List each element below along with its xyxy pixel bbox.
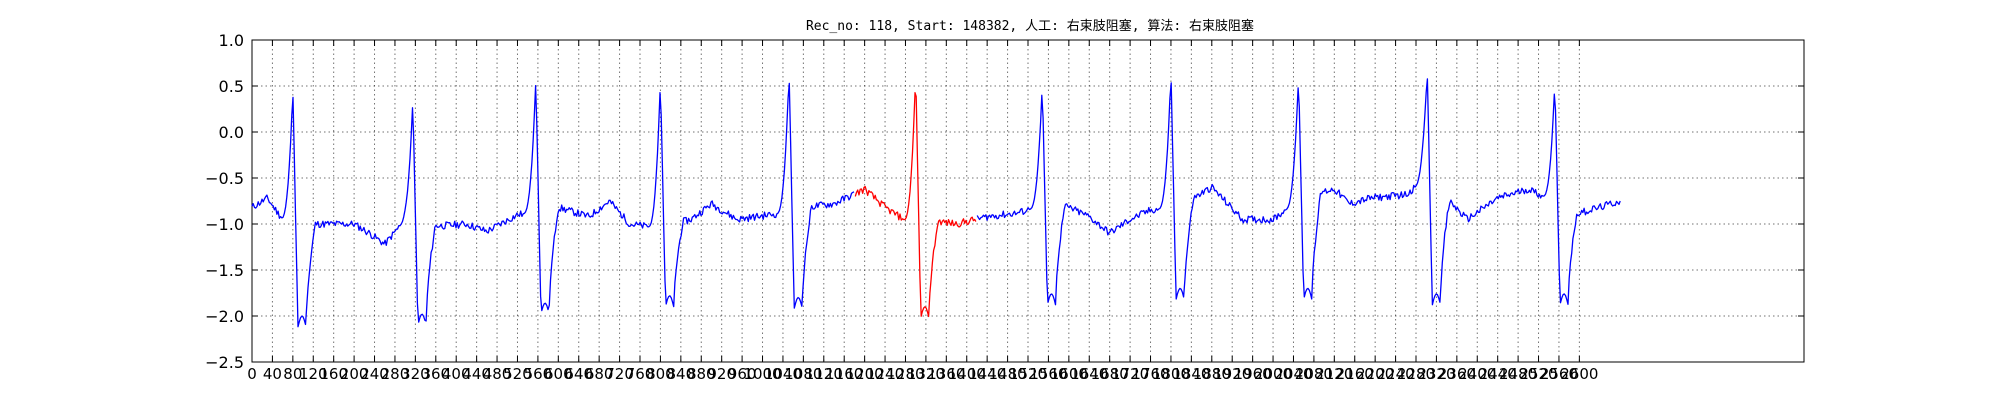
x-tick-label: 1760 bbox=[1131, 365, 1169, 383]
x-tick-label: 1920 bbox=[1213, 365, 1251, 383]
x-tick-label: 1680 bbox=[1091, 365, 1129, 383]
y-tick-label: −2.5 bbox=[205, 353, 244, 372]
x-tick-label: 2400 bbox=[1458, 365, 1496, 383]
x-tick-label: 1560 bbox=[1029, 365, 1067, 383]
x-tick-label: 1720 bbox=[1111, 365, 1149, 383]
x-tick-label: 960 bbox=[728, 365, 757, 383]
x-tick-label: 80 bbox=[283, 365, 302, 383]
x-tick-label: 200 bbox=[340, 365, 369, 383]
y-tick-label: −0.5 bbox=[205, 169, 244, 188]
x-tick-label: 2240 bbox=[1376, 365, 1414, 383]
x-tick-label: 320 bbox=[401, 365, 430, 383]
x-tick-label: 1960 bbox=[1234, 365, 1272, 383]
x-tick-label: 1040 bbox=[764, 365, 802, 383]
x-tick-label: 1240 bbox=[866, 365, 904, 383]
x-tick-label: 2560 bbox=[1540, 365, 1578, 383]
x-tick-label: 2360 bbox=[1438, 365, 1476, 383]
x-tick-label: 640 bbox=[564, 365, 593, 383]
x-tick-label: 560 bbox=[524, 365, 553, 383]
x-tick-label: 840 bbox=[667, 365, 696, 383]
x-tick-label: 40 bbox=[263, 365, 282, 383]
x-tick-label: 1280 bbox=[886, 365, 924, 383]
x-tick-label: 160 bbox=[319, 365, 348, 383]
x-tick-label: 1000 bbox=[743, 365, 781, 383]
chart-title: Rec_no: 118, Start: 148382, 人工: 右束肢阻塞, 算… bbox=[806, 18, 1254, 34]
x-tick-label: 0 bbox=[247, 365, 257, 383]
x-tick-label: 2480 bbox=[1499, 365, 1537, 383]
y-tick-label: −1.0 bbox=[205, 215, 244, 234]
x-tick-label: 1640 bbox=[1070, 365, 1108, 383]
x-tick-label: 760 bbox=[626, 365, 655, 383]
x-tick-label: 2040 bbox=[1274, 365, 1312, 383]
x-tick-label: 280 bbox=[381, 365, 410, 383]
x-tick-label: 2600 bbox=[1560, 365, 1598, 383]
x-tick-label: 1160 bbox=[825, 365, 863, 383]
x-tick-label: 1080 bbox=[784, 365, 822, 383]
x-tick-label: 520 bbox=[503, 365, 532, 383]
x-tick-label: 1480 bbox=[988, 365, 1026, 383]
plot-frame bbox=[251, 39, 1805, 363]
x-axis: 0 40 8012016020024028032036040044048052056… bbox=[247, 40, 1598, 383]
x-tick-label: 800 bbox=[646, 365, 675, 383]
x-tick-label: 600 bbox=[544, 365, 573, 383]
x-tick-label: 1440 bbox=[968, 365, 1006, 383]
x-tick-label: 2520 bbox=[1519, 365, 1557, 383]
x-tick-label: 2280 bbox=[1397, 365, 1435, 383]
x-tick-label: 1880 bbox=[1193, 365, 1231, 383]
x-tick-label: 2200 bbox=[1356, 365, 1394, 383]
x-tick-label: 880 bbox=[687, 365, 716, 383]
x-tick-label: 1400 bbox=[948, 365, 986, 383]
ecg-line-after bbox=[976, 78, 1621, 306]
ecg-line-before bbox=[251, 82, 855, 328]
x-tick-label: 2120 bbox=[1315, 365, 1353, 383]
x-tick-label: 1120 bbox=[805, 365, 843, 383]
x-tick-label: 440 bbox=[462, 365, 491, 383]
x-tick-label: 2080 bbox=[1295, 365, 1333, 383]
y-tick-label: −2.0 bbox=[205, 307, 244, 326]
x-tick-label: 1520 bbox=[1009, 365, 1047, 383]
x-tick-label: 1600 bbox=[1050, 365, 1088, 383]
x-tick-label: 1320 bbox=[907, 365, 945, 383]
x-tick-label: 1200 bbox=[846, 365, 884, 383]
x-tick-label: 2160 bbox=[1336, 365, 1374, 383]
x-tick-label: 240 bbox=[360, 365, 389, 383]
y-tick-label: 0.0 bbox=[219, 123, 244, 142]
ecg-line-highlighted bbox=[854, 92, 977, 318]
x-tick-label: 2440 bbox=[1479, 365, 1517, 383]
x-tick-label: 480 bbox=[483, 365, 512, 383]
x-tick-label: 1800 bbox=[1152, 365, 1190, 383]
y-axis: 1.0 0.5 0.0 −0.5 −1.0 −1.5 −2.0 −2.5 bbox=[205, 31, 1804, 372]
series-lines bbox=[251, 78, 1621, 328]
x-tick-label: 360 bbox=[421, 365, 450, 383]
x-tick-label: 1360 bbox=[927, 365, 965, 383]
x-tick-label: 680 bbox=[585, 365, 614, 383]
x-tick-label: 920 bbox=[707, 365, 736, 383]
x-tick-label: 2320 bbox=[1417, 365, 1455, 383]
y-tick-label: 0.5 bbox=[219, 77, 244, 96]
x-tick-label: 120 bbox=[299, 365, 328, 383]
x-tick-label: 2000 bbox=[1254, 365, 1292, 383]
x-tick-label: 1840 bbox=[1172, 365, 1210, 383]
x-tick-label: 400 bbox=[442, 365, 471, 383]
y-tick-label: −1.5 bbox=[205, 261, 244, 280]
x-tick-label: 720 bbox=[605, 365, 634, 383]
y-tick-label: 1.0 bbox=[219, 31, 244, 50]
